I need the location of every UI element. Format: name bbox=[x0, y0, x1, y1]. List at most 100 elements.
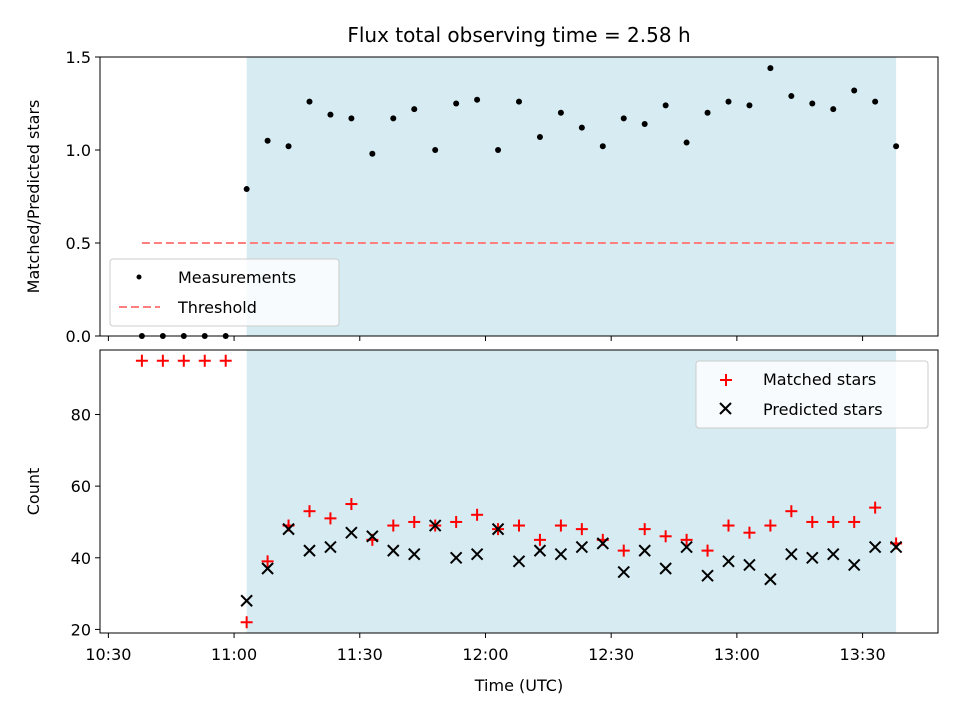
matched-stars-point bbox=[513, 519, 525, 532]
matched-stars-point bbox=[764, 519, 777, 532]
legend-label-predicted: Predicted stars bbox=[763, 400, 883, 419]
matched-stars-point bbox=[575, 523, 588, 536]
predicted-stars-point bbox=[512, 555, 526, 568]
measurement-point bbox=[872, 98, 879, 105]
panel-count-frame bbox=[99, 349, 939, 634]
matched-stars-point bbox=[303, 505, 316, 518]
y-tick-label: 0.5 bbox=[66, 234, 91, 253]
measurement-point bbox=[411, 106, 418, 113]
predicted-stars-point bbox=[889, 540, 903, 554]
matched-stars-point bbox=[240, 616, 253, 629]
measurement-point bbox=[327, 111, 334, 118]
predicted-stars-point bbox=[303, 544, 316, 557]
legend-label-threshold: Threshold bbox=[177, 298, 257, 317]
matched-stars-point bbox=[156, 354, 169, 367]
measurement-point bbox=[432, 147, 439, 153]
measurement-point bbox=[809, 100, 816, 107]
legend-count: Matched stars Predicted stars bbox=[695, 360, 929, 429]
matched-stars-point bbox=[198, 354, 211, 367]
y-tick-label: 1.5 bbox=[66, 48, 91, 67]
measurement-point bbox=[390, 115, 397, 122]
predicted-stars-point bbox=[408, 547, 421, 561]
measurement-point bbox=[725, 98, 732, 105]
x-tick-label: 11:00 bbox=[211, 645, 257, 664]
predicted-stars-point bbox=[261, 562, 274, 575]
measurement-point bbox=[243, 186, 250, 193]
matched-stars-point bbox=[345, 498, 358, 511]
measurement-point bbox=[746, 102, 753, 109]
predicted-stars-point bbox=[659, 562, 672, 575]
matched-stars-point bbox=[848, 515, 861, 528]
matched-stars-point bbox=[638, 523, 651, 536]
predicted-stars-point bbox=[743, 558, 756, 572]
predicted-stars-point bbox=[575, 540, 589, 554]
matched-stars-point bbox=[471, 508, 484, 521]
panel-ratio-frame bbox=[99, 56, 939, 337]
predicted-stars-point bbox=[638, 544, 651, 557]
matched-stars-point bbox=[869, 501, 882, 514]
measurement-point bbox=[788, 93, 795, 100]
predicted-stars-point bbox=[868, 540, 882, 554]
predicted-stars-point bbox=[345, 526, 358, 539]
measurement-point bbox=[683, 139, 690, 146]
predicted-stars-point bbox=[449, 551, 463, 564]
legend-label-measurements: Measurements bbox=[178, 268, 296, 287]
y-axis-label-ratio: Matched/Predicted stars bbox=[24, 100, 43, 294]
y-tick-label: 1.0 bbox=[66, 141, 91, 160]
matched-stars-point bbox=[177, 354, 190, 367]
panel-ratio: 0.0 0.5 1.0 1.5 Matched/Predicted stars Mea… bbox=[24, 48, 939, 346]
matched-stars-point bbox=[219, 354, 232, 367]
predicted-stars-point bbox=[680, 540, 693, 554]
x-tick-label: 11:30 bbox=[337, 645, 383, 664]
matched-stars-point bbox=[806, 515, 819, 528]
measurement-point bbox=[851, 87, 858, 94]
predicted-stars-point bbox=[240, 594, 253, 607]
predicted-stars-point bbox=[764, 573, 777, 586]
predicted-stars-point bbox=[701, 569, 714, 582]
predicted-stars-point bbox=[387, 544, 400, 557]
measurement-point bbox=[620, 115, 627, 122]
y-axis-label-count: Count bbox=[24, 468, 43, 516]
y-tick-label: 80 bbox=[71, 405, 91, 424]
measurement-point bbox=[830, 106, 837, 113]
y-tick-label: 0.0 bbox=[66, 327, 91, 346]
y-tick-label: 40 bbox=[71, 549, 91, 568]
predicted-stars-point bbox=[366, 530, 379, 543]
matched-stars-point bbox=[387, 519, 400, 532]
y-tick-label: 20 bbox=[71, 620, 91, 639]
x-tick-label: 13:30 bbox=[840, 645, 886, 664]
predicted-stars-point bbox=[554, 547, 568, 561]
matched-stars-point bbox=[743, 526, 756, 539]
matched-stars-point bbox=[680, 533, 693, 546]
predicted-stars-point bbox=[282, 522, 295, 536]
predicted-stars-point bbox=[428, 519, 442, 532]
predicted-stars-point bbox=[617, 565, 630, 579]
matched-stars-point bbox=[408, 515, 421, 528]
predicted-stars-point bbox=[470, 547, 484, 561]
x-tick-label: 13:00 bbox=[714, 645, 760, 664]
x-tick-label: 12:30 bbox=[588, 645, 634, 664]
matched-stars-point bbox=[324, 512, 337, 525]
measurement-point bbox=[662, 102, 669, 109]
matched-stars-point bbox=[701, 544, 714, 557]
predicted-stars-point bbox=[596, 537, 610, 550]
measurement-point bbox=[264, 137, 271, 144]
measurement-point bbox=[599, 143, 606, 150]
matched-stars-point bbox=[450, 515, 463, 528]
legend-label-matched: Matched stars bbox=[763, 370, 876, 389]
matched-stars-point bbox=[617, 544, 630, 557]
x-tick-label: 10:30 bbox=[85, 645, 131, 664]
measurement-point bbox=[641, 120, 648, 127]
matched-stars-point bbox=[827, 515, 840, 528]
measurement-point bbox=[348, 115, 355, 122]
legend-marker-matched bbox=[720, 374, 732, 386]
measurement-point bbox=[306, 98, 313, 105]
predicted-stars-point bbox=[806, 551, 819, 564]
observing-span-top bbox=[246, 57, 897, 336]
matched-stars-point bbox=[785, 505, 798, 518]
measurement-point bbox=[369, 150, 376, 157]
measurement-point bbox=[893, 143, 900, 150]
measurement-point bbox=[285, 143, 292, 150]
matched-stars-point bbox=[261, 555, 274, 568]
